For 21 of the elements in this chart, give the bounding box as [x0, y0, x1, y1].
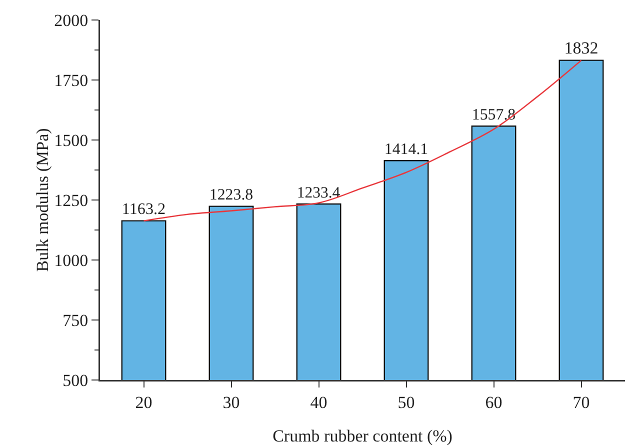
y-tick-label: 2000 — [54, 10, 88, 30]
data-label: 1163.2 — [122, 201, 166, 218]
x-tick-label: 60 — [485, 392, 502, 412]
x-tick-label: 70 — [572, 392, 590, 412]
data-label: 1414.1 — [384, 140, 428, 158]
x-tick-label: 40 — [310, 392, 328, 412]
x-axis-title: Crumb rubber content (%) — [272, 426, 452, 446]
x-tick-label: 30 — [222, 392, 240, 412]
data-label: 1557.8 — [472, 106, 516, 124]
x-tick-label: 50 — [398, 392, 415, 412]
y-axis-title: Bulk modulus (MPa) — [33, 128, 52, 272]
y-tick-label: 750 — [62, 310, 88, 330]
y-tick-label: 1250 — [54, 190, 88, 210]
data-label: 1832 — [564, 38, 598, 58]
y-tick-label: 1500 — [54, 130, 88, 150]
y-tick-label: 1750 — [54, 70, 88, 90]
y-tick-label: 1000 — [54, 250, 88, 270]
data-label: 1233.4 — [296, 184, 340, 202]
y-tick-label: 500 — [62, 370, 88, 390]
data-label: 1223.8 — [209, 186, 254, 204]
x-tick-label: 20 — [135, 392, 152, 412]
